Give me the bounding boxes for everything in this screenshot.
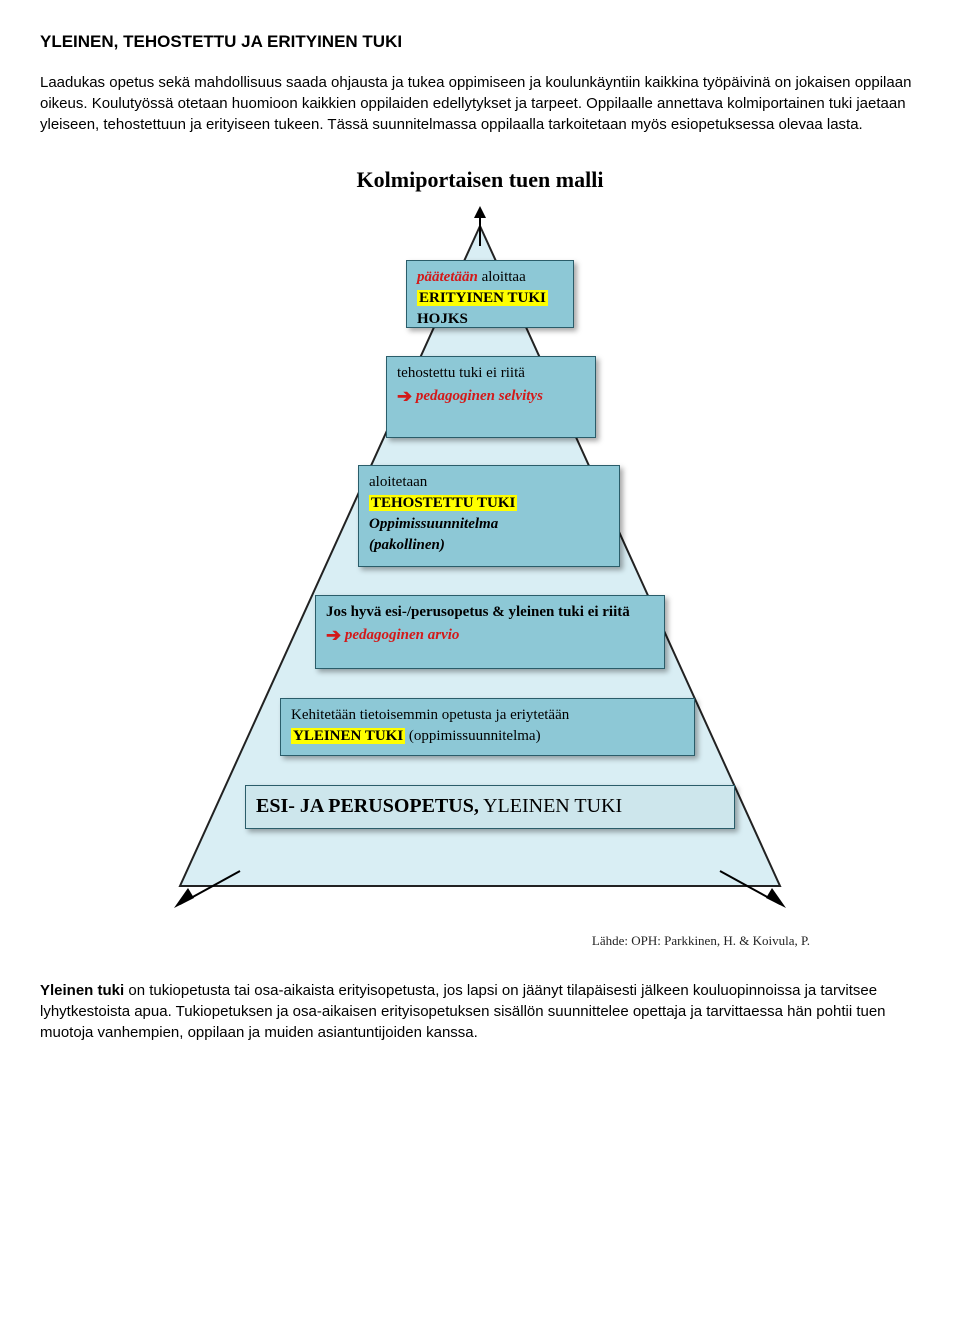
pyramid-diagram: Kolmiportaisen tuen malli päätetään aloi… <box>140 165 820 950</box>
box-ped-arvio: Jos hyvä esi-/perusopetus & yleinen tuki… <box>315 595 665 669</box>
box-ped-selvitys: tehostettu tuki ei riitä➔ pedagoginen se… <box>386 356 596 438</box>
box-yleinen: Kehitetään tietoisemmin opetusta ja eriy… <box>280 698 695 756</box>
diagram-citation: Lähde: OPH: Parkkinen, H. & Koivula, P. <box>140 932 820 950</box>
page-heading: YLEINEN, TEHOSTETTU JA ERITYINEN TUKI <box>40 30 920 54</box>
bottom-para-rest: on tukiopetusta tai osa-aikaista erityis… <box>40 982 886 1041</box>
box-erityinen: päätetään aloittaaERITYINEN TUKIHOJKS <box>406 260 574 328</box>
box-base: ESI- JA PERUSOPETUS, YLEINEN TUKI <box>245 785 735 829</box>
intro-paragraph: Laadukas opetus sekä mahdollisuus saada … <box>40 72 920 135</box>
bottom-paragraph: Yleinen tuki on tukiopetusta tai osa-aik… <box>40 980 920 1043</box>
diagram-title: Kolmiportaisen tuen malli <box>140 165 820 196</box>
box-tehostettu: aloitetaanTEHOSTETTU TUKIOppimissuunnite… <box>358 465 620 567</box>
bottom-para-lead: Yleinen tuki <box>40 982 124 999</box>
